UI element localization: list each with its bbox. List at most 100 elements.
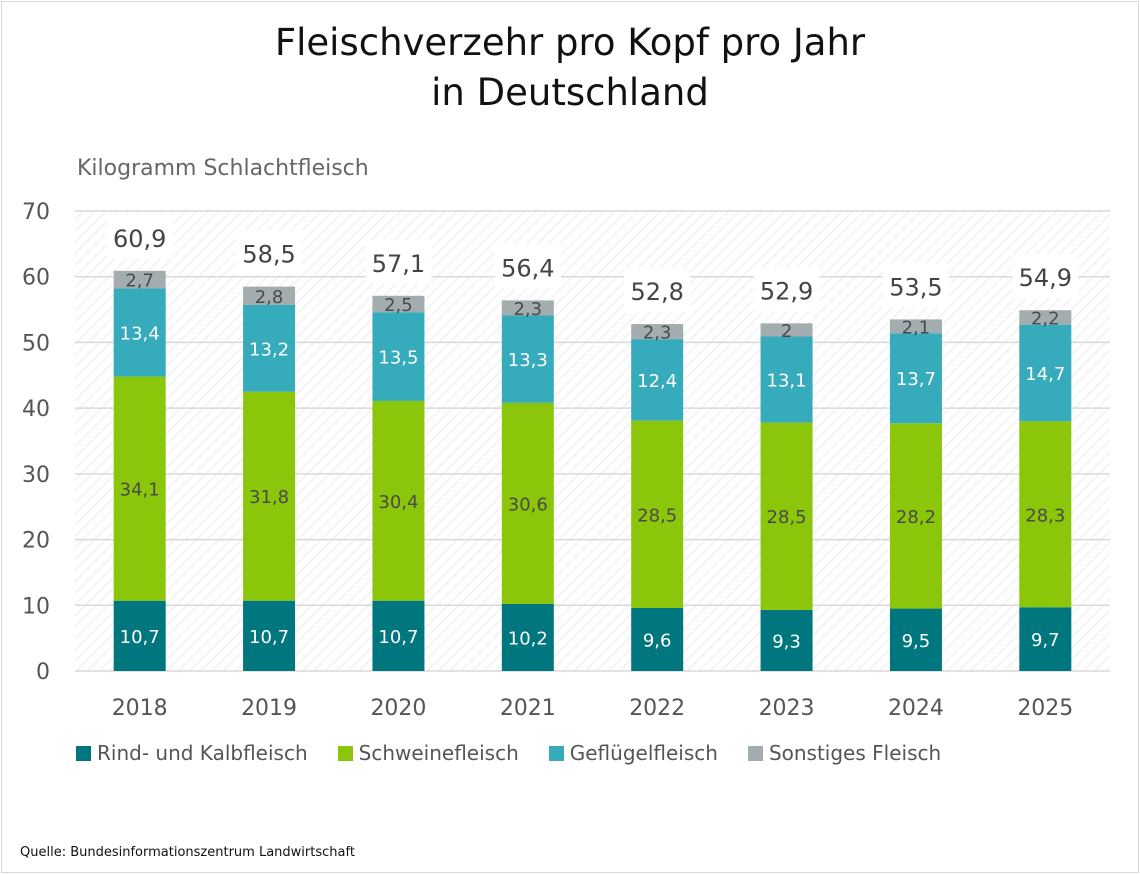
data-label: 9,3 (772, 631, 801, 652)
y-tick-label: 30 (22, 463, 50, 488)
bar-segment (372, 295, 425, 313)
source-note: Quelle: Bundesinformationszentrum Landwi… (20, 845, 355, 860)
bar-segment (501, 603, 554, 671)
data-label: 2,7 (125, 271, 154, 292)
total-label: 52,8 (630, 278, 683, 306)
total-label-box (365, 239, 432, 284)
data-label: 13,1 (767, 371, 807, 392)
legend-item: Geflügelfleisch (548, 741, 718, 765)
total-label-box (1012, 254, 1079, 299)
legend-swatch (548, 745, 564, 761)
data-label: 2,3 (513, 299, 542, 320)
data-label: 13,2 (249, 339, 289, 360)
bar-segment (372, 400, 425, 601)
data-label: 9,7 (1031, 630, 1060, 651)
bar-segment (501, 300, 554, 316)
bar-segment (631, 607, 684, 671)
data-label: 31,8 (249, 487, 289, 508)
legend: Rind- und Kalbfleisch Schweinefleisch Gefl… (76, 741, 971, 765)
y-tick-label: 10 (22, 594, 50, 619)
y-tick-label: 40 (22, 397, 50, 422)
bar-segment (631, 339, 684, 421)
bar-segment (501, 402, 554, 604)
bar-segment (760, 609, 813, 671)
legend-label: Rind- und Kalbfleisch (97, 741, 308, 765)
bar-segment (760, 422, 813, 610)
plot-background (75, 211, 1110, 671)
total-label: 58,5 (242, 241, 295, 269)
bar-segment (243, 391, 296, 601)
bar-segment (372, 600, 425, 671)
bar-segment (631, 420, 684, 608)
data-label: 13,7 (896, 369, 936, 390)
data-label: 34,1 (120, 480, 160, 501)
data-label: 12,4 (637, 371, 677, 392)
bar-segment (760, 336, 813, 423)
y-tick-label: 70 (22, 200, 50, 225)
legend-label: Schweinefleisch (358, 741, 519, 765)
data-label: 13,3 (508, 350, 548, 371)
data-label: 2 (781, 321, 792, 342)
x-tick-label: 2020 (370, 696, 426, 721)
data-label: 13,5 (378, 348, 418, 369)
data-label: 10,7 (378, 627, 418, 648)
bar-segment (501, 315, 554, 403)
legend-label: Sonstiges Fleisch (768, 741, 942, 765)
bar-segment (889, 608, 942, 671)
total-label: 52,9 (760, 277, 813, 305)
legend-item: Sonstiges Fleisch (747, 741, 942, 765)
data-label: 28,2 (896, 507, 936, 528)
data-label: 30,4 (378, 492, 418, 513)
bar-segment (243, 304, 296, 392)
data-label: 2,8 (255, 287, 284, 308)
bar-segment (889, 333, 942, 424)
legend-item: Rind- und Kalbfleisch (76, 741, 308, 765)
total-label: 53,5 (889, 273, 942, 301)
total-label-box (494, 244, 561, 289)
bar-segment (243, 600, 296, 671)
data-label: 28,5 (767, 507, 807, 528)
data-label: 2,5 (384, 295, 413, 316)
bar-segment (113, 600, 166, 671)
bar-segment (631, 324, 684, 340)
legend-swatch (747, 745, 763, 761)
bar-segment (889, 423, 942, 609)
total-label-box (236, 230, 303, 275)
bar-segment (113, 288, 166, 377)
data-label: 28,5 (637, 505, 677, 526)
data-label: 2,3 (643, 323, 672, 344)
data-label: 28,3 (1025, 505, 1065, 526)
x-tick-label: 2023 (759, 696, 815, 721)
total-label: 60,9 (113, 225, 166, 253)
bar-segment (889, 319, 942, 334)
legend-swatch (76, 745, 91, 761)
data-label: 30,6 (508, 494, 548, 515)
total-label: 57,1 (372, 250, 425, 278)
y-tick-label: 60 (22, 266, 50, 291)
total-label-box (753, 267, 820, 312)
bar-segment (1019, 421, 1072, 608)
bar-segment (243, 286, 296, 305)
y-axis-label: Kilogramm Schlachtfleisch (77, 156, 369, 181)
bar-segment (1019, 324, 1072, 422)
data-label: 9,5 (902, 631, 931, 652)
legend-item: Schweinefleisch (337, 741, 519, 765)
total-label: 56,4 (501, 254, 554, 282)
x-tick-label: 2025 (1017, 696, 1073, 721)
legend-label: Geflügelfleisch (569, 741, 718, 765)
y-tick-label: 0 (36, 660, 50, 685)
x-tick-label: 2019 (241, 696, 297, 721)
bar-segment (113, 376, 166, 601)
data-label: 10,2 (508, 628, 548, 649)
data-label: 10,7 (120, 627, 160, 648)
chart-title: Fleischverzehr pro Kopf pro Jahr in Deut… (0, 18, 1140, 118)
title-line-1: Fleischverzehr pro Kopf pro Jahr (274, 21, 866, 64)
y-tick-label: 20 (22, 529, 50, 554)
bar-segment (1019, 607, 1072, 671)
bar-segment (760, 323, 813, 337)
total-label: 54,9 (1019, 264, 1072, 292)
x-tick-label: 2024 (888, 696, 944, 721)
legend-swatch (337, 745, 353, 761)
data-label: 9,6 (643, 630, 672, 651)
